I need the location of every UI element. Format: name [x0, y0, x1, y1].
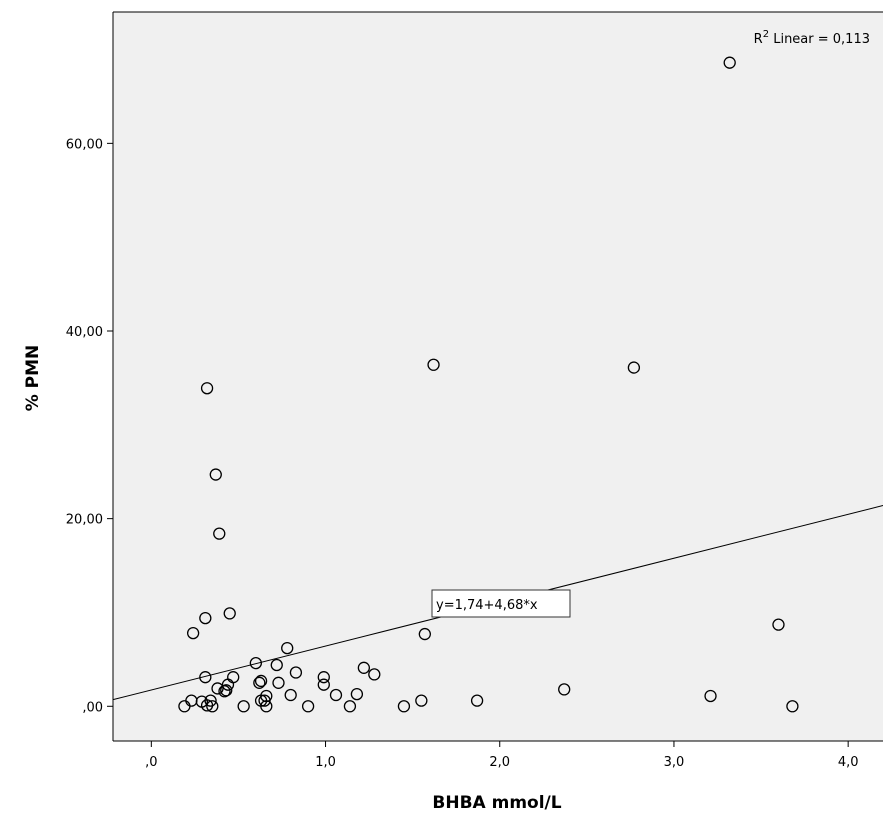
- y-tick-label-0: ,00: [82, 700, 103, 715]
- data-point-36: [350, 687, 364, 701]
- equation-label: y=1,74+4,68*x: [436, 598, 538, 613]
- data-point-19: [249, 656, 263, 670]
- data-point-39: [397, 700, 411, 713]
- data-point-35: [343, 700, 357, 713]
- r-squared-annotation: R2 Linear = 0,113: [754, 29, 870, 47]
- data-point-34: [329, 688, 343, 702]
- r-squared-prefix: R: [754, 32, 763, 47]
- data-point-38: [368, 668, 381, 681]
- data-point-33: [317, 678, 330, 691]
- x-tick-label-1: 1,0: [315, 755, 336, 770]
- r-squared-value: Linear = 0,113: [769, 32, 870, 47]
- data-point-41: [418, 627, 431, 641]
- data-point-49: [786, 700, 799, 713]
- data-point-42: [427, 358, 440, 371]
- data-point-17: [227, 671, 240, 684]
- x-tick-label-0: ,0: [145, 755, 157, 770]
- y-axis-title: % PMN: [23, 345, 43, 412]
- data-point-31: [301, 700, 315, 713]
- data-point-18: [237, 700, 250, 713]
- data-point-46: [704, 689, 717, 703]
- data-point-32: [317, 671, 330, 684]
- x-axis-title: BHBA mmol/L: [432, 793, 561, 813]
- data-point-43: [470, 694, 484, 707]
- r-squared-superscript: 2: [763, 29, 769, 40]
- data-point-30: [289, 666, 303, 679]
- data-point-16: [223, 607, 236, 620]
- data-point-44: [558, 683, 571, 696]
- data-point-20: [253, 676, 266, 689]
- data-point-24: [260, 689, 273, 703]
- data-point-21: [254, 674, 268, 688]
- data-point-5: [199, 611, 212, 625]
- data-point-26: [270, 658, 283, 672]
- data-point-37: [357, 661, 371, 674]
- data-point-27: [272, 676, 285, 689]
- data-point-10: [209, 468, 222, 481]
- data-point-9: [206, 700, 219, 713]
- data-point-47: [723, 56, 736, 69]
- data-point-12: [213, 527, 226, 540]
- data-point-7: [200, 382, 214, 395]
- equation-box: [431, 589, 571, 618]
- axes-group: ,00 20,00 40,00 60,00 ,0 1,0 2,0 3,0 4,0: [66, 11, 883, 770]
- x-tick-label-3: 3,0: [664, 755, 685, 770]
- data-point-2: [186, 626, 200, 640]
- data-point-25: [260, 700, 273, 713]
- y-tick-label-3: 60,00: [66, 137, 103, 152]
- data-point-40: [415, 694, 428, 707]
- x-tick-label-2: 2,0: [489, 755, 510, 770]
- data-point-14: [220, 684, 233, 697]
- data-point-48: [772, 618, 785, 631]
- plot-area: [113, 12, 883, 741]
- equation-annotation: y=1,74+4,68*x: [431, 589, 571, 618]
- x-tick-label-4: 4,0: [838, 755, 859, 770]
- data-point-29: [284, 688, 297, 702]
- points-group: [178, 56, 799, 713]
- data-point-4: [199, 671, 212, 684]
- data-point-11: [211, 682, 224, 695]
- y-tick-label-1: 20,00: [66, 513, 103, 528]
- data-point-28: [281, 641, 294, 655]
- data-point-45: [627, 361, 641, 374]
- data-point-8: [204, 694, 217, 707]
- y-tick-label-2: 40,00: [66, 325, 103, 340]
